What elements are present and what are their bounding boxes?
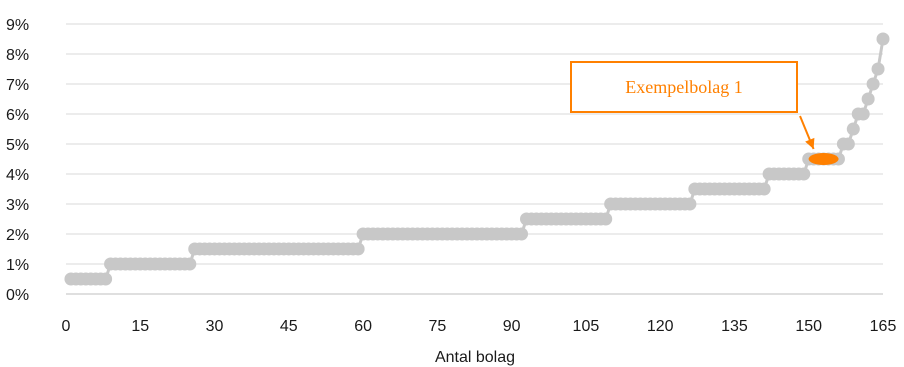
data-point [183, 257, 197, 271]
x-tick-label: 0 [62, 318, 71, 335]
callout-label: Exempelbolag 1 [625, 77, 742, 97]
x-tick-label: 150 [795, 318, 822, 335]
y-tick-label: 8% [6, 47, 29, 64]
callout-box [570, 61, 798, 113]
y-tick-label: 7% [6, 77, 29, 94]
y-axis-ticks: 0% 1% 2% 3% 4% 5% 6% 7% 8% 9% [6, 17, 29, 304]
data-point [99, 272, 113, 286]
data-point [757, 182, 771, 196]
y-tick-label: 0% [6, 287, 29, 304]
data-points [64, 32, 890, 286]
x-tick-label: 60 [354, 318, 372, 335]
data-point [871, 62, 885, 76]
callout-arrow-head [805, 137, 815, 149]
data-point [599, 212, 613, 226]
x-tick-label: 30 [206, 318, 224, 335]
data-point [841, 137, 855, 151]
x-axis-ticks: 0 15 30 45 60 75 90 105 120 135 150 165 [62, 318, 897, 335]
x-tick-label: 15 [131, 318, 149, 335]
gridlines [66, 23, 883, 295]
x-axis-title: Antal bolag [435, 349, 515, 366]
y-tick-label: 9% [6, 17, 29, 34]
data-point [515, 227, 529, 241]
data-point [683, 197, 697, 211]
y-tick-label: 6% [6, 107, 29, 124]
x-tick-label: 165 [870, 318, 897, 335]
x-tick-label: 90 [503, 318, 521, 335]
highlight-group: Exempelbolag 1 [570, 61, 839, 165]
data-point [797, 167, 811, 181]
data-point [856, 107, 870, 121]
x-tick-label: 135 [721, 318, 748, 335]
data-point [846, 122, 860, 136]
data-point [876, 32, 890, 46]
x-tick-label: 105 [573, 318, 600, 335]
y-tick-label: 3% [6, 197, 29, 214]
data-point [351, 242, 365, 256]
x-tick-label: 45 [280, 318, 298, 335]
x-tick-label: 75 [428, 318, 446, 335]
highlight-point [808, 153, 839, 165]
y-tick-label: 2% [6, 227, 29, 244]
y-tick-label: 5% [6, 137, 29, 154]
x-tick-label: 120 [647, 318, 674, 335]
data-point [861, 92, 875, 106]
y-tick-label: 4% [6, 167, 29, 184]
data-point [866, 77, 880, 91]
y-tick-label: 1% [6, 257, 29, 274]
